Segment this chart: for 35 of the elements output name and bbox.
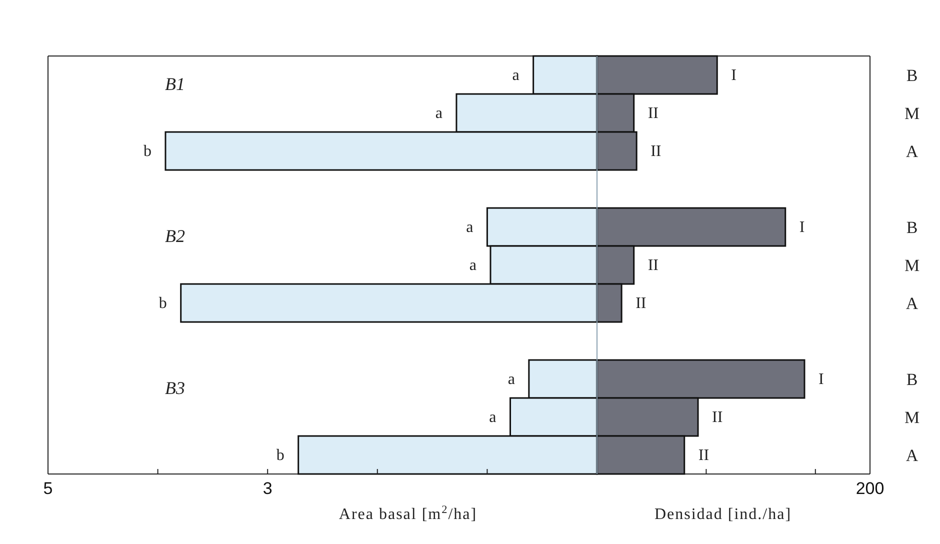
data-label: a — [466, 219, 474, 236]
data-label: a — [469, 257, 476, 274]
annotation: B1 — [165, 74, 185, 94]
x-tick-label: 200 — [856, 479, 884, 498]
data-label: b — [276, 447, 284, 464]
data-label: II — [648, 257, 659, 274]
data-label: b — [143, 143, 152, 160]
data-label: a — [508, 371, 515, 388]
y-tick-label: B — [906, 66, 918, 85]
data-label: a — [512, 67, 520, 84]
y-tick-label: A — [906, 294, 919, 313]
data-label: II — [712, 409, 723, 426]
y-tick-label: B — [906, 218, 918, 237]
y-tick-label: A — [906, 142, 919, 161]
y-tick-label: B — [906, 370, 918, 389]
data-label: II — [648, 105, 659, 122]
y-tick-label: M — [904, 256, 920, 275]
annotation: B3 — [165, 378, 185, 398]
annotation: B2 — [165, 226, 185, 246]
data-label: a — [489, 409, 496, 426]
data-label: a — [435, 105, 442, 122]
x-axis-title: Area basal [m$^{2}$/ha] — [338, 504, 478, 523]
data-label: II — [698, 447, 710, 464]
y-tick-label: M — [904, 408, 920, 427]
y-tick-label: A — [906, 446, 919, 465]
data-label: b — [158, 295, 167, 312]
x-axis-title: Densidad [ind./ha] — [654, 506, 792, 523]
data-label: II — [650, 143, 662, 160]
data-label: I — [818, 371, 824, 388]
y-tick-label: M — [904, 104, 920, 123]
x-tick-label: 5 — [43, 479, 53, 498]
data-label: II — [636, 295, 646, 312]
x-tick-label: 3 — [262, 479, 272, 498]
data-label: I — [799, 219, 805, 236]
data-label: I — [731, 67, 736, 84]
